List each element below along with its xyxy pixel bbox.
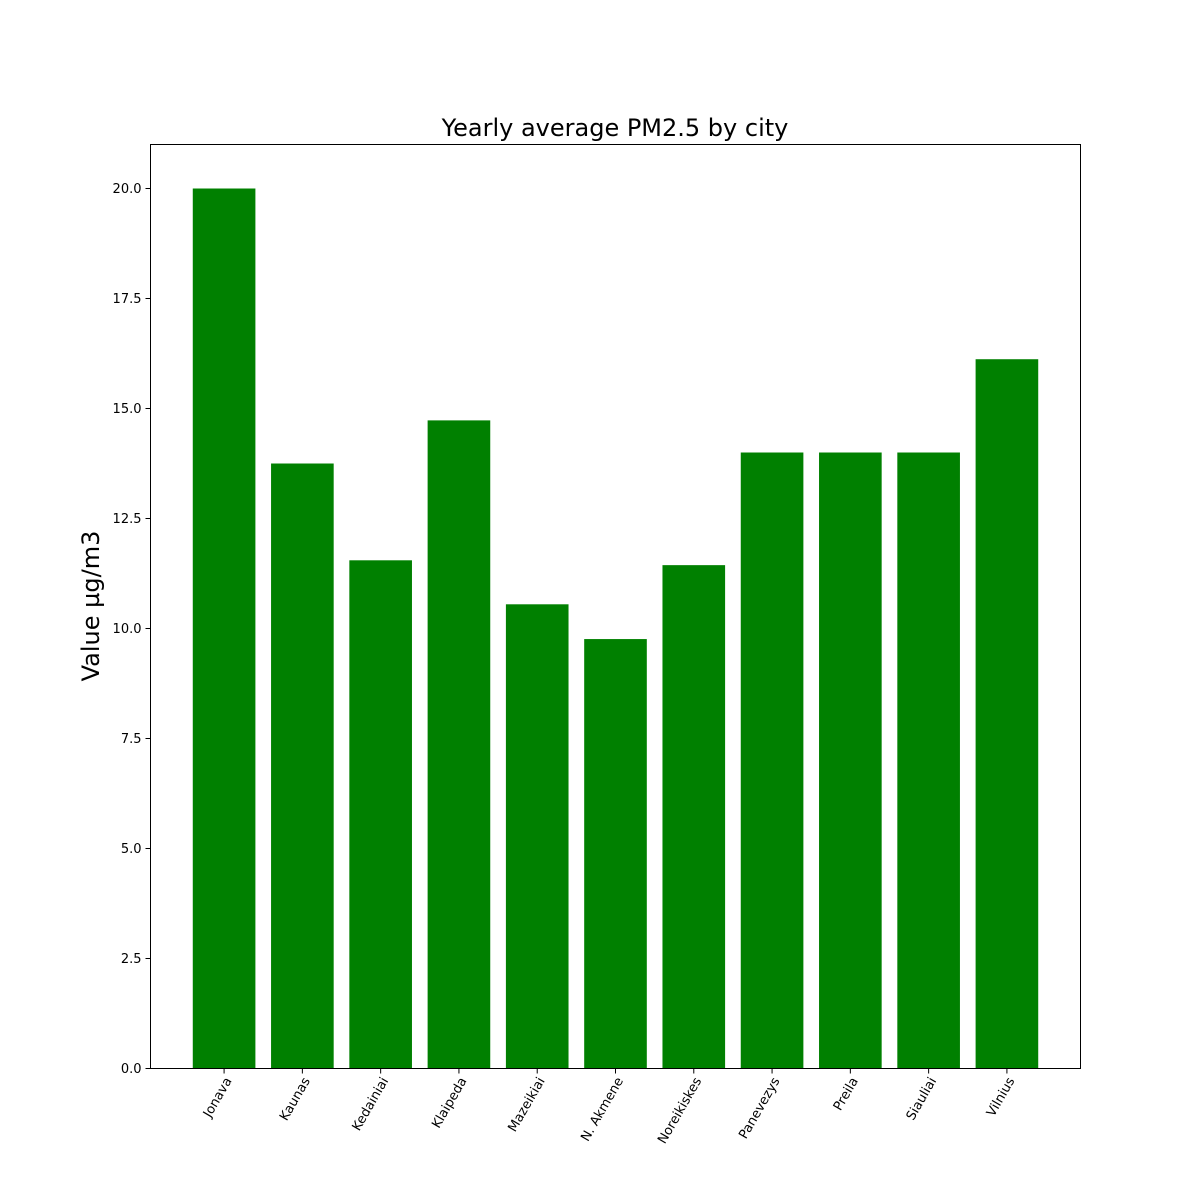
y-tick-label: 10.0 xyxy=(113,622,142,637)
x-axis: Jonava Kaunas Kedainiai Klaipeda Mazeikiai N.… xyxy=(200,1068,1018,1147)
x-tick-label: Panevezys xyxy=(736,1075,783,1142)
x-tick-label: Noreikiskes xyxy=(655,1075,705,1147)
x-tick-label: Klaipeda xyxy=(429,1075,470,1131)
y-axis: 0.0 2.5 5.0 7.5 10.0 12.5 15.0 17.5 20.0 xyxy=(113,182,151,1077)
x-tick-label: Preila xyxy=(831,1075,862,1114)
plot-frame xyxy=(150,144,1081,1069)
bar-vilnius xyxy=(975,359,1039,1069)
y-tick-label: 17.5 xyxy=(113,292,142,307)
x-tick-label: Siauliai xyxy=(904,1075,940,1123)
y-tick-label: 7.5 xyxy=(121,732,142,747)
bar-siauliai xyxy=(897,452,960,1069)
bar-n-akmene xyxy=(584,639,647,1069)
x-tick-label: N. Akmene xyxy=(578,1075,627,1144)
bar-noreikiskes xyxy=(662,565,726,1069)
y-tick-label: 2.5 xyxy=(121,952,142,967)
x-tick-label: Jonava xyxy=(200,1075,235,1121)
x-tick-label: Mazeikiai xyxy=(506,1075,549,1135)
x-tick-label: Vilnius xyxy=(984,1075,1018,1120)
bars-layer xyxy=(192,188,1039,1069)
chart-title: Yearly average PM2.5 by city xyxy=(441,114,789,142)
y-tick-label: 20.0 xyxy=(113,182,142,197)
bar-klaipeda xyxy=(427,420,491,1069)
y-tick-label: 0.0 xyxy=(121,1062,142,1077)
bar-panevezys xyxy=(740,452,804,1069)
x-tick-label: Kedainiai xyxy=(350,1075,393,1134)
y-tick-label: 15.0 xyxy=(113,402,142,417)
bar-kaunas xyxy=(271,463,334,1069)
bar-jonava xyxy=(192,188,256,1069)
y-axis-label: Value µg/m3 xyxy=(77,531,105,682)
y-tick-label: 12.5 xyxy=(113,512,142,527)
y-tick-label: 5.0 xyxy=(121,842,142,857)
x-tick-label: Kaunas xyxy=(277,1075,314,1124)
bar-mazeikiai xyxy=(505,604,569,1069)
bar-preila xyxy=(819,452,882,1069)
bar-kedainiai xyxy=(349,560,412,1069)
